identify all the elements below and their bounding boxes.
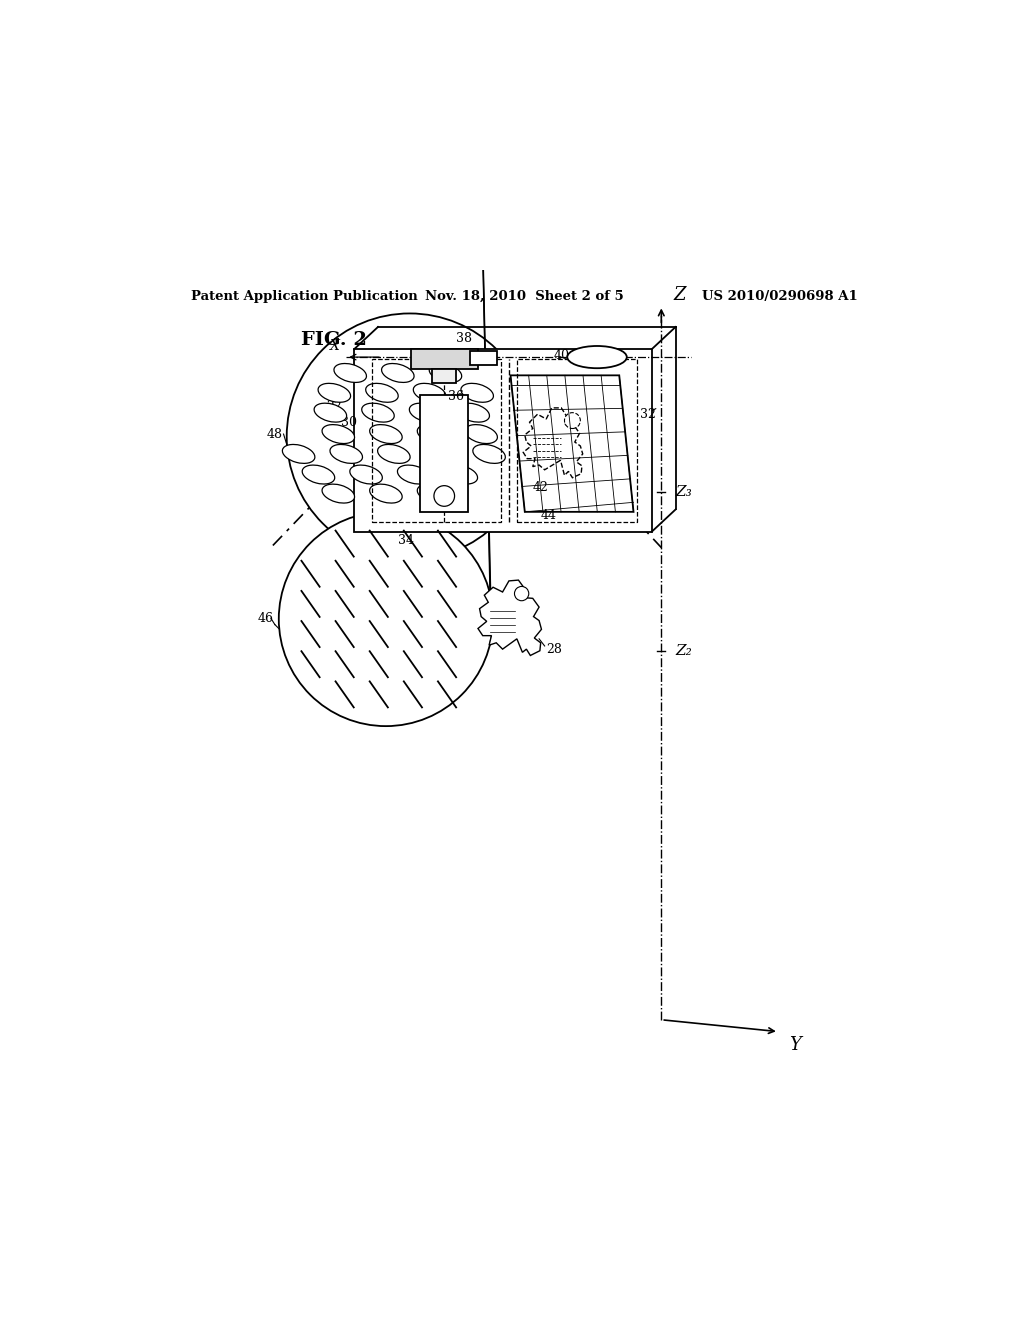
Ellipse shape [370, 484, 402, 503]
Ellipse shape [397, 465, 430, 484]
Text: 30: 30 [341, 416, 356, 429]
Text: Z₂: Z₂ [676, 644, 692, 657]
Ellipse shape [366, 383, 398, 403]
Text: Nov. 18, 2010  Sheet 2 of 5: Nov. 18, 2010 Sheet 2 of 5 [425, 289, 625, 302]
Text: 28: 28 [592, 454, 608, 467]
Ellipse shape [382, 363, 414, 383]
Text: 40: 40 [553, 348, 569, 362]
Bar [411, 350, 478, 370]
Ellipse shape [314, 403, 346, 422]
Ellipse shape [410, 403, 441, 422]
Text: 48: 48 [267, 428, 283, 441]
Ellipse shape [334, 363, 367, 383]
Text: 42: 42 [532, 480, 549, 494]
Ellipse shape [418, 425, 450, 444]
Ellipse shape [378, 445, 410, 463]
Ellipse shape [414, 383, 445, 403]
Ellipse shape [418, 484, 450, 503]
Text: X: X [330, 339, 340, 354]
Ellipse shape [370, 425, 402, 444]
Text: 28: 28 [546, 643, 562, 656]
Circle shape [434, 486, 455, 507]
Ellipse shape [457, 403, 489, 422]
Polygon shape [478, 579, 542, 656]
Ellipse shape [429, 363, 462, 383]
Text: US 2010/0290698 A1: US 2010/0290698 A1 [702, 289, 858, 302]
Circle shape [514, 586, 528, 601]
Bar [421, 395, 468, 512]
Ellipse shape [567, 346, 627, 368]
Circle shape [564, 413, 581, 429]
Ellipse shape [461, 383, 494, 403]
Text: Z: Z [673, 286, 686, 304]
Ellipse shape [318, 383, 350, 403]
Text: Z₃: Z₃ [676, 484, 692, 499]
Circle shape [279, 512, 494, 726]
Ellipse shape [465, 425, 498, 444]
Bar [354, 350, 652, 532]
Text: 44: 44 [541, 510, 557, 523]
Ellipse shape [302, 465, 335, 484]
Ellipse shape [323, 484, 354, 503]
Bar [432, 370, 456, 383]
Ellipse shape [330, 445, 362, 463]
Ellipse shape [323, 425, 354, 444]
Text: 38: 38 [456, 333, 472, 346]
Text: 22: 22 [327, 400, 342, 413]
Ellipse shape [361, 403, 394, 422]
Ellipse shape [350, 465, 382, 484]
Ellipse shape [283, 445, 314, 463]
Circle shape [287, 313, 532, 560]
Ellipse shape [473, 445, 505, 463]
Text: Y: Y [790, 1036, 801, 1053]
Polygon shape [523, 408, 583, 478]
Text: 46: 46 [257, 611, 273, 624]
Ellipse shape [425, 445, 458, 463]
Bar [470, 351, 498, 366]
Ellipse shape [445, 465, 477, 484]
Text: FIG. 2: FIG. 2 [301, 331, 367, 350]
Text: 34: 34 [397, 535, 414, 546]
Text: 32: 32 [640, 408, 655, 421]
Text: Patent Application Publication: Patent Application Publication [191, 289, 418, 302]
Text: 36: 36 [449, 391, 464, 404]
